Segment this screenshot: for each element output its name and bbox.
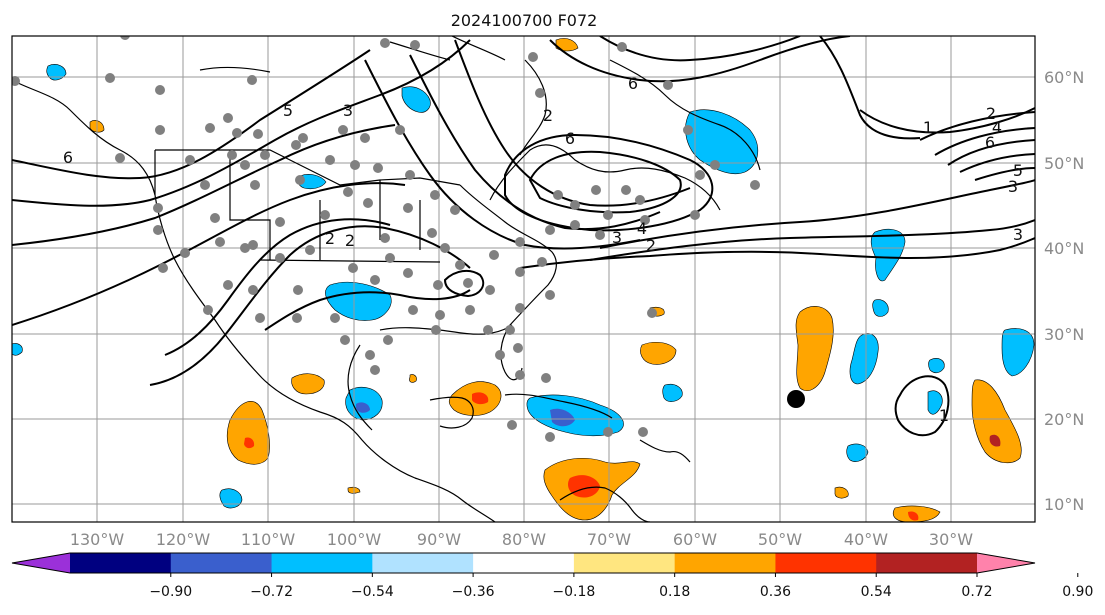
contour-label: 6 [63,148,73,167]
longitude-label: 90°W [417,530,461,549]
negative-anomaly-patch [12,343,23,356]
negative-anomaly-patch [872,299,889,317]
contour-label-group: 6 5 3 2 2 6 6 4 3 2 2 1 2 4 6 5 3 3 1 [63,74,1023,425]
latitude-label: 50°N [1044,154,1084,173]
colorbar: −0.90 −0.72 −0.54 −0.36 −0.18 0.18 0.36 0.54 0.7… [11,552,1093,600]
negative-anomaly-patch [685,109,758,175]
colorbar-tick-label: 0.18 [659,584,690,600]
longitude-label: 40°W [844,530,888,549]
storm-center-marker [787,390,805,408]
negative-anomaly-patch [928,358,945,374]
contour-label: 2 [325,229,335,248]
contour-label: 3 [343,101,353,120]
contour-label: 4 [992,118,1002,137]
negative-anomaly-patch [849,333,879,385]
negative-anomaly-patch [927,390,943,415]
contour-label: 6 [628,74,638,93]
contour-label: 1 [939,406,949,425]
colorbar-tick-label: 0.54 [861,584,892,600]
figure-title: 2024100700 F072 [451,11,598,30]
positive-anomaly-patch [971,379,1022,464]
latitude-labels: 60°N 50°N 40°N 30°N 20°N 10°N [1044,68,1084,514]
negative-anomaly-core [550,408,575,427]
contour-label: 4 [637,219,647,238]
positive-anomaly-patch [795,306,834,392]
longitude-label: 60°W [673,530,717,549]
contour-label: 2 [345,231,355,250]
colorbar-extend-high [977,553,1035,573]
colorbar-extend-low [12,553,70,573]
longitude-label: 30°W [929,530,973,549]
coastlines [12,36,761,522]
station-dots [12,36,760,442]
colorbar-cell [674,553,776,573]
contour-label: 3 [612,228,622,247]
map-panel: 6 5 3 2 2 6 6 4 3 2 2 1 2 4 6 5 3 3 1 [11,35,1036,523]
longitude-labels: 130°W 120°W 110°W 100°W 90°W 80°W 70°W 6… [70,530,973,549]
colorbar-tick-label: 0.72 [961,584,992,600]
colorbar-tick-label: −0.54 [351,584,394,600]
positive-anomaly-core [244,437,255,449]
positive-anomaly-core [472,392,489,405]
longitude-label: 130°W [70,530,125,549]
colorbar-cell [473,553,575,573]
positive-anomaly-patch [834,486,849,499]
map-frame [11,35,1036,523]
negative-anomaly-patch [846,443,869,462]
longitude-label: 100°W [327,530,382,549]
colorbar-tick-label: −0.72 [250,584,293,600]
colorbar-cell [775,553,877,573]
negative-anomaly-patch [526,394,624,437]
contour-label: 1 [923,118,933,137]
colorbar-tick-label: −0.18 [552,584,595,600]
colorbar-ticks: −0.90 −0.72 −0.54 −0.36 −0.18 0.18 0.36 0.54 0.7… [149,573,1093,600]
colorbar-tick-label: 0.36 [760,584,791,600]
negative-anomaly-patch [46,64,67,81]
negative-anomaly-patch [219,488,243,509]
latitude-label: 40°N [1044,239,1084,258]
contour-label: 2 [543,106,553,125]
contour-label: 5 [1013,161,1023,180]
latitude-label: 30°N [1044,325,1084,344]
contour-label: 6 [565,129,575,148]
colorbar-cells [11,552,1036,574]
longitude-label: 70°W [587,530,631,549]
negative-anomaly-patch [401,86,431,113]
contour-label: 3 [1013,225,1023,244]
positive-anomaly-patch [291,373,325,395]
colorbar-cell [70,553,172,573]
contour-label: 3 [1008,177,1018,196]
longitude-label: 80°W [502,530,546,549]
contour-label: 6 [985,133,995,152]
colorbar-cell [573,553,676,573]
positive-anomaly-core [989,434,1001,447]
positive-anomaly-core [908,511,919,521]
colorbar-cell [271,553,373,573]
negative-anomaly-patch [870,229,906,282]
colorbar-cell [170,553,273,573]
latitude-label: 20°N [1044,410,1084,429]
anomaly-shading [12,38,1035,522]
contour-label: 2 [646,236,656,255]
colorbar-tick-label: −0.36 [452,584,495,600]
negative-anomaly-patch [662,383,683,402]
longitude-label: 120°W [156,530,211,549]
graticule [12,36,1035,522]
negative-anomaly-patch [1001,328,1035,377]
colorbar-tick-label: −0.90 [149,584,192,600]
latitude-label: 10°N [1044,495,1084,514]
contour-label: 2 [986,104,996,123]
colorbar-outline [11,552,1036,574]
positive-anomaly-patch [640,341,677,365]
longitude-label: 50°W [758,530,802,549]
positive-anomaly-patch [409,374,417,383]
negative-anomaly-core [356,402,370,413]
colorbar-cell [876,553,978,573]
latitude-label: 60°N [1044,68,1084,87]
longitude-label: 110°W [241,530,296,549]
colorbar-tick-label: 0.90 [1062,584,1093,600]
contour-label: 5 [283,101,293,120]
colorbar-cell [372,553,474,573]
